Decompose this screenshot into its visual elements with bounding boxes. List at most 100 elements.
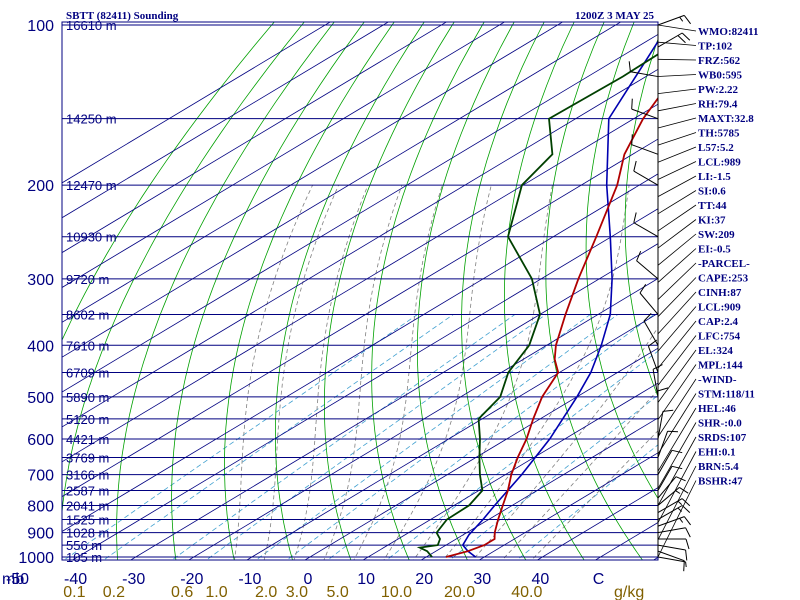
wind-barb <box>657 409 674 440</box>
temperature-axis: -50 -40 -30 -20 -10 0 10 20 30 40 C <box>6 571 604 588</box>
index-value: RH:79.4 <box>698 99 738 111</box>
index-leader-line <box>657 103 697 112</box>
wind-barb <box>657 449 683 475</box>
wind-barb-staff <box>657 556 686 563</box>
index-value: EL:324 <box>698 345 733 357</box>
moist-adiabat-line <box>323 184 403 560</box>
isotherm-line <box>62 22 448 254</box>
wind-barb-flag <box>662 409 674 412</box>
height-label: 105 m <box>66 550 102 565</box>
pressure-unit-label: mb <box>2 571 24 588</box>
height-label: 9720 m <box>66 272 109 287</box>
index-leader-line <box>657 146 697 163</box>
wind-barb-flag <box>657 387 669 392</box>
index-value: MPL:144 <box>698 360 743 372</box>
index-leader-line <box>657 24 697 32</box>
wind-barb-flag <box>685 538 690 550</box>
index-value: LI:-1.5 <box>698 171 731 183</box>
wind-barb-half-flag <box>675 490 681 494</box>
pressure-tick-label: 500 <box>27 390 54 407</box>
index-value: TT:44 <box>698 200 727 212</box>
wind-barb <box>652 364 663 397</box>
wind-barb <box>631 134 659 155</box>
isotherm-line <box>62 22 331 184</box>
temperature-tick-label: -40 <box>64 571 87 588</box>
index-leader-line <box>657 349 697 403</box>
pressure-tick-label: 600 <box>27 432 54 449</box>
wind-barb-flag <box>631 98 633 110</box>
wind-barb-staff <box>630 71 659 78</box>
index-leader-line <box>657 320 697 369</box>
index-leader-line <box>657 436 697 506</box>
isotherm-line <box>62 68 658 428</box>
isotherm-line <box>62 22 622 358</box>
wind-barb-flag <box>681 505 691 513</box>
wind-barb <box>657 516 691 527</box>
station-title: SBTT (82411) Sounding <box>66 10 179 22</box>
isotherm-line <box>478 452 658 560</box>
wind-barb-flag <box>671 449 683 454</box>
isotherm-line <box>304 347 658 560</box>
index-value: BRN:5.4 <box>698 461 739 473</box>
height-label: 2587 m <box>66 484 109 499</box>
index-leader-line <box>657 74 697 77</box>
pressure-tick-label: 300 <box>27 272 54 289</box>
wind-barb-flag <box>683 560 685 572</box>
moist-adiabat-line <box>412 185 553 560</box>
mixing-ratio-tick-label: 5.0 <box>326 584 348 600</box>
index-leader-line <box>657 465 697 540</box>
wind-barb <box>657 430 679 458</box>
isotherm-line <box>62 22 506 288</box>
height-label: 6709 m <box>66 366 109 381</box>
mixing-ratio-tick-label: 0.6 <box>171 584 193 600</box>
mixing-ratio-tick-label: 0.1 <box>63 584 85 600</box>
index-leader-line <box>657 58 697 61</box>
wind-barb-flag <box>681 498 691 507</box>
temperature-line <box>445 96 658 558</box>
wind-barb-staff <box>657 411 664 440</box>
temperature-tick-label: -50 <box>6 571 29 588</box>
index-value: -PARCEL- <box>698 258 750 270</box>
index-value: FRZ:562 <box>698 55 741 67</box>
isotherm-line <box>420 417 658 560</box>
wind-barb-half-flag <box>677 500 683 505</box>
height-label: 5890 m <box>66 390 109 405</box>
wind-barb-half-flag <box>685 561 687 568</box>
index-value: BSHR:47 <box>698 476 743 488</box>
height-label: 16610 m <box>66 18 117 33</box>
wind-barb-staff <box>631 144 659 155</box>
index-value: TH:5785 <box>698 128 740 140</box>
wind-barb-flag <box>628 61 631 72</box>
mixing-ratio-tick-label: 1.0 <box>205 584 227 600</box>
index-value: SRDS:107 <box>698 432 747 444</box>
temperature-tick-label: 10 <box>357 571 375 588</box>
wind-barb-staff <box>657 527 686 534</box>
index-value: EI:-0.5 <box>698 244 731 256</box>
index-leader-line <box>657 233 697 266</box>
index-value: HEL:46 <box>698 403 736 415</box>
index-leader-line <box>657 132 697 146</box>
index-value: CINH:87 <box>698 287 742 299</box>
moist-adiabat-line <box>383 185 492 560</box>
height-label: 5120 m <box>66 412 109 427</box>
height-label: 8602 m <box>66 307 109 322</box>
wind-barb-staff <box>647 346 659 373</box>
wind-barb-flag <box>683 15 691 25</box>
wind-barb <box>657 32 691 48</box>
skewed-isotherms <box>62 22 658 560</box>
pressure-axis: 100 200 300 400 500 600 700 800 900 1000 <box>18 18 54 567</box>
wind-barb-staff <box>639 292 659 315</box>
temperature-tick-label: 0 <box>304 571 313 588</box>
height-label: 7610 m <box>66 338 109 353</box>
index-leader-line <box>657 480 697 558</box>
index-value: LFC:754 <box>698 331 741 343</box>
index-value: SW:209 <box>698 229 735 241</box>
temperature-tick-label: -10 <box>238 571 261 588</box>
wind-barb <box>633 212 659 238</box>
parcel-trace-line <box>461 40 658 558</box>
mixing-ratio-tick-label: 10.0 <box>381 584 412 600</box>
pressure-tick-label: 1000 <box>18 550 54 567</box>
index-value: MAXT:32.8 <box>698 113 754 125</box>
index-value: SHR-:0.0 <box>698 418 742 430</box>
